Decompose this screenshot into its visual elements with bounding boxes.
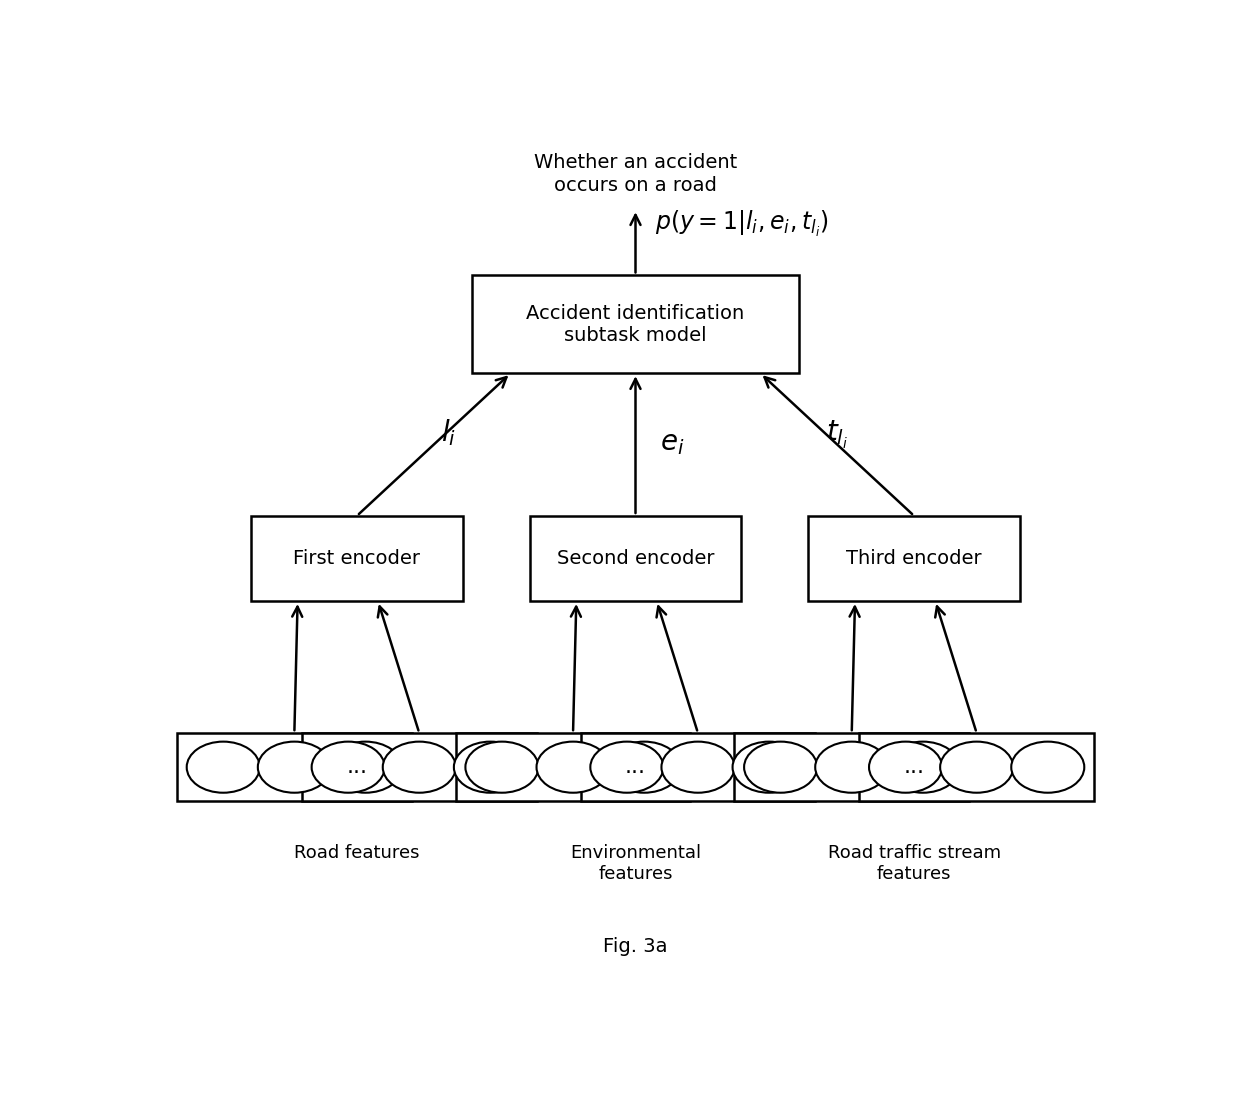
Ellipse shape [383,742,456,793]
Text: Fig. 3a: Fig. 3a [603,937,668,956]
Text: Second encoder: Second encoder [557,549,714,568]
Ellipse shape [869,742,942,793]
Bar [303,733,537,801]
Text: $e_i$: $e_i$ [660,430,684,457]
Text: $p(y=1|l_i, e_i, t_{l_i})$: $p(y=1|l_i, e_i, t_{l_i})$ [655,209,828,239]
Ellipse shape [590,742,663,793]
Ellipse shape [661,742,734,793]
Text: ...: ... [625,758,646,778]
Text: $t_{l_i}$: $t_{l_i}$ [826,419,848,451]
Text: occurs on a road: occurs on a road [554,176,717,195]
Bar [250,515,463,602]
Bar [177,733,412,801]
Bar [456,733,691,801]
Bar [734,733,968,801]
Text: ...: ... [904,758,925,778]
Text: ...: ... [346,758,367,778]
Ellipse shape [454,742,527,793]
Ellipse shape [733,742,806,793]
Ellipse shape [744,742,817,793]
Text: Accident identification
subtask model: Accident identification subtask model [526,304,745,345]
Bar [859,733,1094,801]
Ellipse shape [187,742,259,793]
Ellipse shape [465,742,538,793]
Ellipse shape [329,742,402,793]
Text: Environmental
features: Environmental features [570,844,701,883]
Bar [580,733,815,801]
Ellipse shape [311,742,384,793]
Ellipse shape [608,742,681,793]
Text: Road traffic stream
features: Road traffic stream features [827,844,1001,883]
Bar [529,515,742,602]
Text: $l_i$: $l_i$ [440,417,455,448]
Ellipse shape [940,742,1013,793]
Bar [808,515,1019,602]
Ellipse shape [815,742,888,793]
Text: Whether an accident: Whether an accident [534,153,737,173]
Text: First encoder: First encoder [294,549,420,568]
Ellipse shape [258,742,331,793]
Text: Third encoder: Third encoder [847,549,982,568]
Ellipse shape [887,742,960,793]
Bar [472,275,799,374]
Ellipse shape [1012,742,1084,793]
Text: Road features: Road features [294,844,419,862]
Ellipse shape [537,742,610,793]
